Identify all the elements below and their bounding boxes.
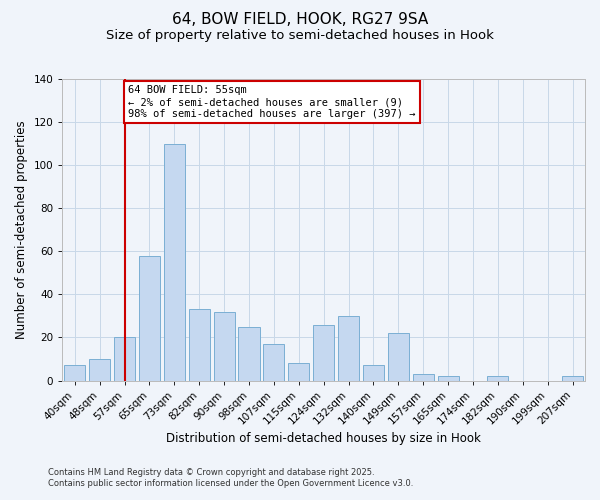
Bar: [164, 144, 185, 380]
Bar: [313, 324, 334, 380]
Bar: [238, 326, 260, 380]
Bar: [388, 333, 409, 380]
Bar: [288, 364, 310, 380]
Y-axis label: Number of semi-detached properties: Number of semi-detached properties: [15, 120, 28, 339]
Bar: [263, 344, 284, 381]
Bar: [139, 256, 160, 380]
Bar: [89, 359, 110, 380]
Bar: [363, 366, 384, 380]
Text: 64 BOW FIELD: 55sqm
← 2% of semi-detached houses are smaller (9)
98% of semi-det: 64 BOW FIELD: 55sqm ← 2% of semi-detache…: [128, 86, 416, 118]
Bar: [562, 376, 583, 380]
X-axis label: Distribution of semi-detached houses by size in Hook: Distribution of semi-detached houses by …: [166, 432, 481, 445]
Text: Contains HM Land Registry data © Crown copyright and database right 2025.
Contai: Contains HM Land Registry data © Crown c…: [48, 468, 413, 487]
Bar: [114, 338, 135, 380]
Bar: [437, 376, 458, 380]
Text: 64, BOW FIELD, HOOK, RG27 9SA: 64, BOW FIELD, HOOK, RG27 9SA: [172, 12, 428, 28]
Bar: [487, 376, 508, 380]
Bar: [64, 366, 85, 380]
Bar: [413, 374, 434, 380]
Bar: [188, 310, 210, 380]
Bar: [338, 316, 359, 380]
Text: Size of property relative to semi-detached houses in Hook: Size of property relative to semi-detach…: [106, 29, 494, 42]
Bar: [214, 312, 235, 380]
